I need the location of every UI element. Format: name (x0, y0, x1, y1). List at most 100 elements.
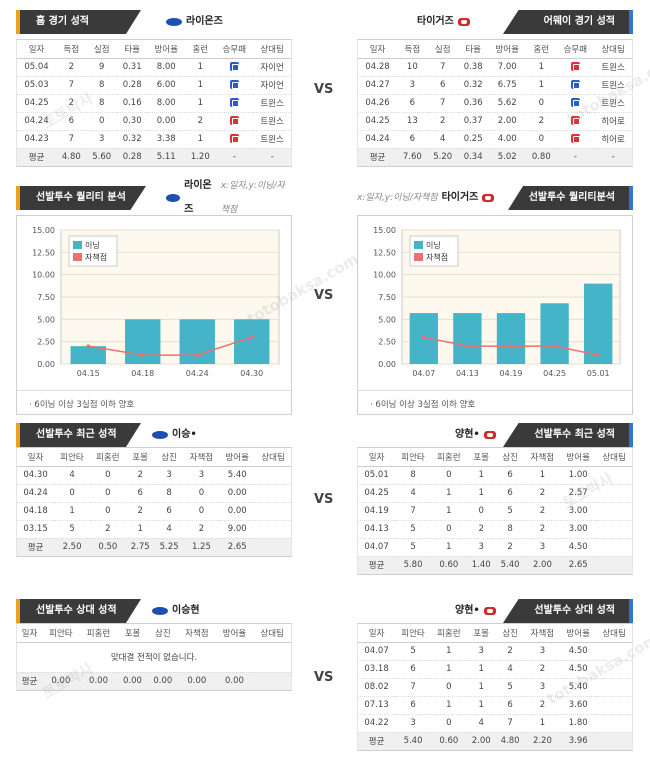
average-cell: 2.50 (54, 538, 90, 556)
table-cell: 트윈스 (594, 76, 632, 95)
bar (453, 313, 482, 364)
x-tick-label: 04.24 (186, 369, 209, 378)
lose-icon (570, 134, 580, 143)
table-cell (255, 502, 291, 521)
y-tick-label: 15.00 (373, 226, 396, 235)
table-cell: 히어로 (594, 112, 632, 131)
table-cell: 1 (430, 484, 467, 503)
average-cell: 0.80 (526, 148, 557, 166)
average-cell: 0.60 (430, 732, 467, 750)
column-header: 승무패 (215, 40, 254, 59)
column-header: 홈런 (526, 40, 557, 59)
table-cell: 2.57 (560, 484, 597, 503)
table-cell: 2 (185, 112, 216, 131)
table-cell (596, 714, 632, 733)
table-cell: 0 (89, 466, 126, 485)
table-cell: 6 (154, 502, 184, 521)
table-cell: 1 (430, 642, 467, 661)
y-tick-label: 12.50 (373, 248, 396, 257)
table-cell: 3.00 (560, 502, 597, 521)
legend-swatch (73, 253, 82, 261)
column-header: 피안타 (395, 448, 431, 467)
x-tick-label: 04.13 (456, 369, 479, 378)
table-cell: 5 (395, 520, 431, 539)
table-cell: 8 (495, 520, 525, 539)
y-tick-label: 2.50 (37, 338, 55, 347)
table-cell: 5 (495, 678, 525, 697)
table-cell: 4.50 (560, 660, 597, 679)
win-icon (229, 98, 239, 107)
average-cell: 평균 (358, 732, 396, 750)
table-cell: 8 (86, 94, 117, 113)
x-tick-label: 05.01 (587, 369, 610, 378)
table-cell: 1 (54, 502, 90, 521)
column-header: 일자 (17, 448, 55, 467)
table-cell: 6 (397, 130, 428, 149)
table-cell: 2 (524, 660, 561, 679)
average-cell: 2.20 (524, 732, 561, 750)
table-cell: 7.00 (488, 58, 527, 77)
table-row: 04.24 6 4 0.25 4.00 0 히어로 (358, 130, 632, 149)
table-cell: 4 (54, 466, 90, 485)
table-cell: 1 (526, 76, 557, 95)
table-cell: 4 (495, 660, 525, 679)
line-point (465, 344, 470, 348)
table-cell: 7 (427, 94, 458, 113)
average-row: 평균 7.60 5.20 0.34 5.02 0.80- - (358, 148, 632, 166)
win-icon (570, 80, 580, 89)
column-header: 일자 (358, 624, 396, 643)
table-cell (255, 466, 291, 485)
table-cell: 2 (524, 484, 561, 503)
lions-logo-icon (152, 607, 168, 615)
table-cell: 04.18 (17, 502, 55, 521)
vs-label-4: VS (314, 670, 334, 685)
line-point (422, 335, 426, 339)
pitcher-recent-left-title: 선발투수 최근 성적 (16, 423, 141, 447)
average-cell (253, 672, 291, 690)
table-row: 05.04 2 9 0.31 8.00 1 자이언 (17, 58, 291, 77)
away-recent-panel: 타이거즈 어웨이 경기 성적 일자 득점 실점 타율 방어율 홈런 승무패 상대팀 04.28 1… (357, 10, 633, 167)
table-cell: 2 (56, 58, 87, 77)
table-cell: 5.62 (488, 94, 527, 113)
y-tick-label: 7.50 (378, 293, 396, 302)
table-cell: 2 (183, 520, 220, 539)
column-header: 포볼 (117, 624, 148, 643)
lions-logo-icon (152, 431, 168, 439)
table-cell: 0 (430, 714, 467, 733)
table-cell: 6 (56, 112, 87, 131)
table-cell: 5 (395, 642, 431, 661)
table-cell: 0.31 (116, 58, 148, 77)
win-icon (570, 98, 580, 107)
average-cell: 0.50 (89, 538, 126, 556)
table-cell: 05.04 (17, 58, 57, 77)
quality-right-axis-note: x:일자,y:이닝/자책점 (357, 193, 438, 203)
column-header: 자책점 (524, 624, 561, 643)
table-cell: 04.25 (358, 484, 396, 503)
y-tick-label: 10.00 (373, 271, 396, 280)
average-row: 평균 0.00 0.00 0.00 0.00 0.00 0.00 (17, 672, 291, 690)
table-cell: 04.30 (17, 466, 55, 485)
bar (125, 319, 161, 364)
table-cell: 6 (395, 696, 431, 715)
table-cell: 히어로 (594, 130, 632, 149)
average-cell: 3.96 (560, 732, 597, 750)
average-cell (596, 556, 632, 574)
table-cell: 7 (395, 502, 431, 521)
table-cell: 3.38 (147, 130, 186, 149)
table-cell: 1 (125, 520, 155, 539)
table-row: 07.13 6 1 1 6 2 3.60 (358, 696, 632, 715)
table-cell: 1 (466, 466, 496, 485)
table-cell: 3 (86, 130, 117, 149)
table-cell: 4 (427, 130, 458, 149)
lose-icon (570, 116, 580, 125)
table-row: 04.27 3 6 0.32 6.75 1 트윈스 (358, 76, 632, 95)
average-cell: 평균 (17, 148, 57, 166)
table-cell: 2 (125, 466, 155, 485)
x-tick-label: 04.30 (240, 369, 263, 378)
average-cell: 5.60 (86, 148, 117, 166)
column-header: 일자 (358, 40, 398, 59)
table-cell: 0.00 (219, 502, 256, 521)
table-cell (596, 484, 632, 503)
column-header: 일자 (17, 624, 43, 643)
table-cell: 2.00 (488, 112, 527, 131)
